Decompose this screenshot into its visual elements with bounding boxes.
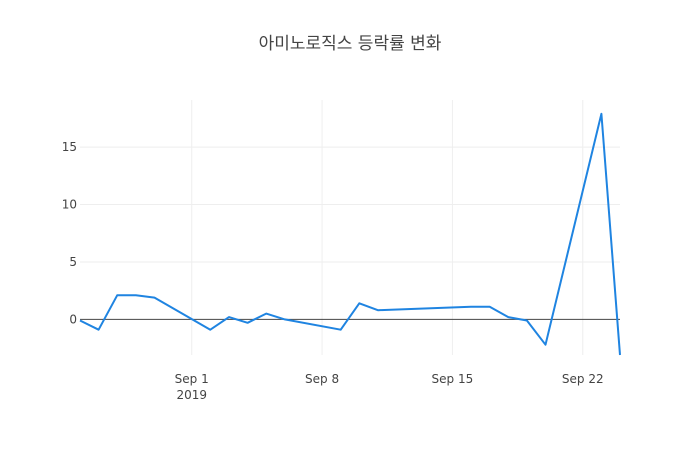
x-tick-label: Sep 1 — [175, 372, 209, 386]
y-tick-label: 10 — [62, 198, 77, 212]
y-tick-label: 15 — [62, 140, 77, 154]
y-tick-label: 0 — [69, 312, 77, 326]
x-tick-labels: Sep 1 2019 Sep 8 Sep 15 Sep 22 — [175, 372, 604, 402]
x-tick-label: Sep 22 — [562, 372, 604, 386]
chart-title: 아미노로직스 등락률 변화 — [259, 34, 442, 54]
y-tick-labels: 0 5 10 15 — [62, 140, 77, 326]
y-tick-label: 5 — [69, 255, 77, 269]
x-tick-year-label: 2019 — [176, 388, 207, 402]
x-tick-label: Sep 15 — [432, 372, 474, 386]
x-gridlines — [191, 100, 584, 355]
y-gridlines — [80, 146, 620, 263]
x-tick-label: Sep 8 — [305, 372, 339, 386]
series-line — [79, 112, 621, 356]
series-group — [79, 112, 621, 356]
